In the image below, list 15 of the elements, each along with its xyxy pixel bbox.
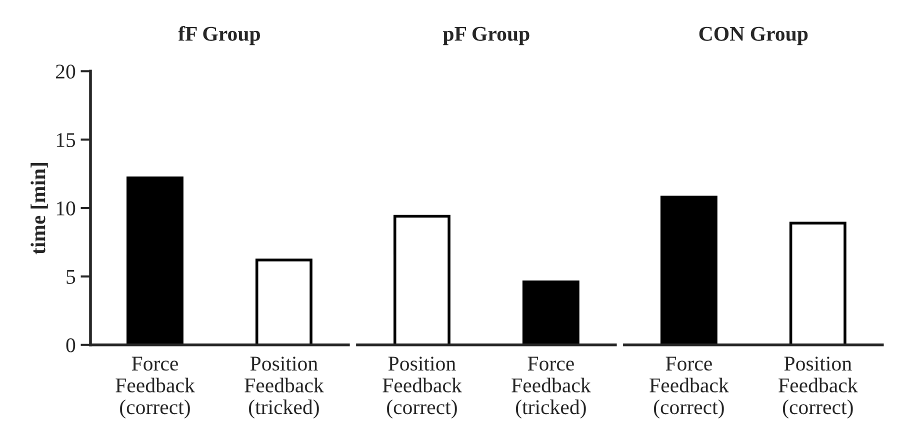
chart-title: pF Group bbox=[442, 26, 530, 46]
x-tick-label: Force Feedback (tricked) bbox=[512, 356, 591, 418]
y-tick-label: 15 bbox=[56, 133, 76, 148]
y-tick-label: 0 bbox=[66, 338, 76, 352]
y-tick-label: 20 bbox=[56, 64, 76, 79]
x-tick-label: Force Feedback (correct) bbox=[650, 356, 729, 418]
x-tick-label: Position Feedback (correct) bbox=[778, 356, 858, 418]
x-tick-label: Position Feedback (correct) bbox=[382, 356, 462, 418]
y-tick-label: 5 bbox=[66, 270, 76, 284]
x-tick-label: Position Feedback (tricked) bbox=[244, 356, 324, 418]
chart-title: fF Group bbox=[178, 26, 260, 46]
y-tick-label: 10 bbox=[56, 201, 76, 216]
y-axis-title: time [min] bbox=[30, 163, 48, 254]
x-tick-label: Force Feedback (correct) bbox=[116, 356, 195, 418]
chart-title: CON Group bbox=[699, 26, 808, 46]
